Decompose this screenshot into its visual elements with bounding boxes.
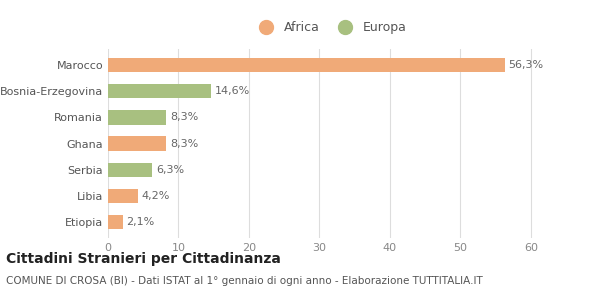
Bar	[108, 162, 152, 177]
Bar	[108, 215, 123, 229]
Bar	[108, 189, 137, 203]
Bar	[108, 110, 166, 125]
Text: 2,1%: 2,1%	[127, 217, 155, 227]
Text: 4,2%: 4,2%	[141, 191, 169, 201]
Bar	[108, 136, 166, 151]
Text: Cittadini Stranieri per Cittadinanza: Cittadini Stranieri per Cittadinanza	[6, 252, 281, 266]
Bar	[108, 84, 211, 98]
Legend: Africa, Europa: Africa, Europa	[249, 16, 411, 39]
Text: 14,6%: 14,6%	[214, 86, 250, 96]
Text: 6,3%: 6,3%	[156, 165, 184, 175]
Text: 8,3%: 8,3%	[170, 139, 198, 148]
Text: 56,3%: 56,3%	[508, 60, 544, 70]
Text: COMUNE DI CROSA (BI) - Dati ISTAT al 1° gennaio di ogni anno - Elaborazione TUTT: COMUNE DI CROSA (BI) - Dati ISTAT al 1° …	[6, 276, 483, 285]
Bar	[108, 58, 505, 72]
Text: 8,3%: 8,3%	[170, 113, 198, 122]
